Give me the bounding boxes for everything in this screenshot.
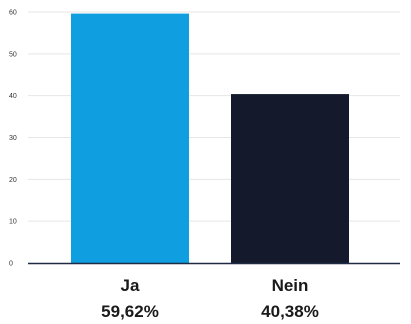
category-label-ja: Ja: [121, 276, 140, 295]
y-tick-label-60: 60: [9, 10, 17, 17]
category-labels: Ja 59,62% Nein 40,38%: [101, 276, 319, 321]
y-tick-label-0: 0: [9, 261, 13, 268]
y-tick-label-20: 20: [9, 177, 17, 184]
bar-ja: [71, 13, 189, 264]
bar-nein: [231, 94, 349, 264]
category-label-nein: Nein: [272, 276, 309, 295]
y-tick-label-40: 40: [9, 93, 17, 100]
y-axis-tick-labels: 0 10 20 30 40 50 60: [9, 10, 17, 268]
value-label-nein: 40,38%: [261, 302, 319, 321]
y-tick-label-30: 30: [9, 135, 17, 142]
value-label-ja: 59,62%: [101, 302, 159, 321]
bars: [71, 13, 349, 264]
y-tick-label-10: 10: [9, 219, 17, 226]
y-tick-label-50: 50: [9, 51, 17, 58]
